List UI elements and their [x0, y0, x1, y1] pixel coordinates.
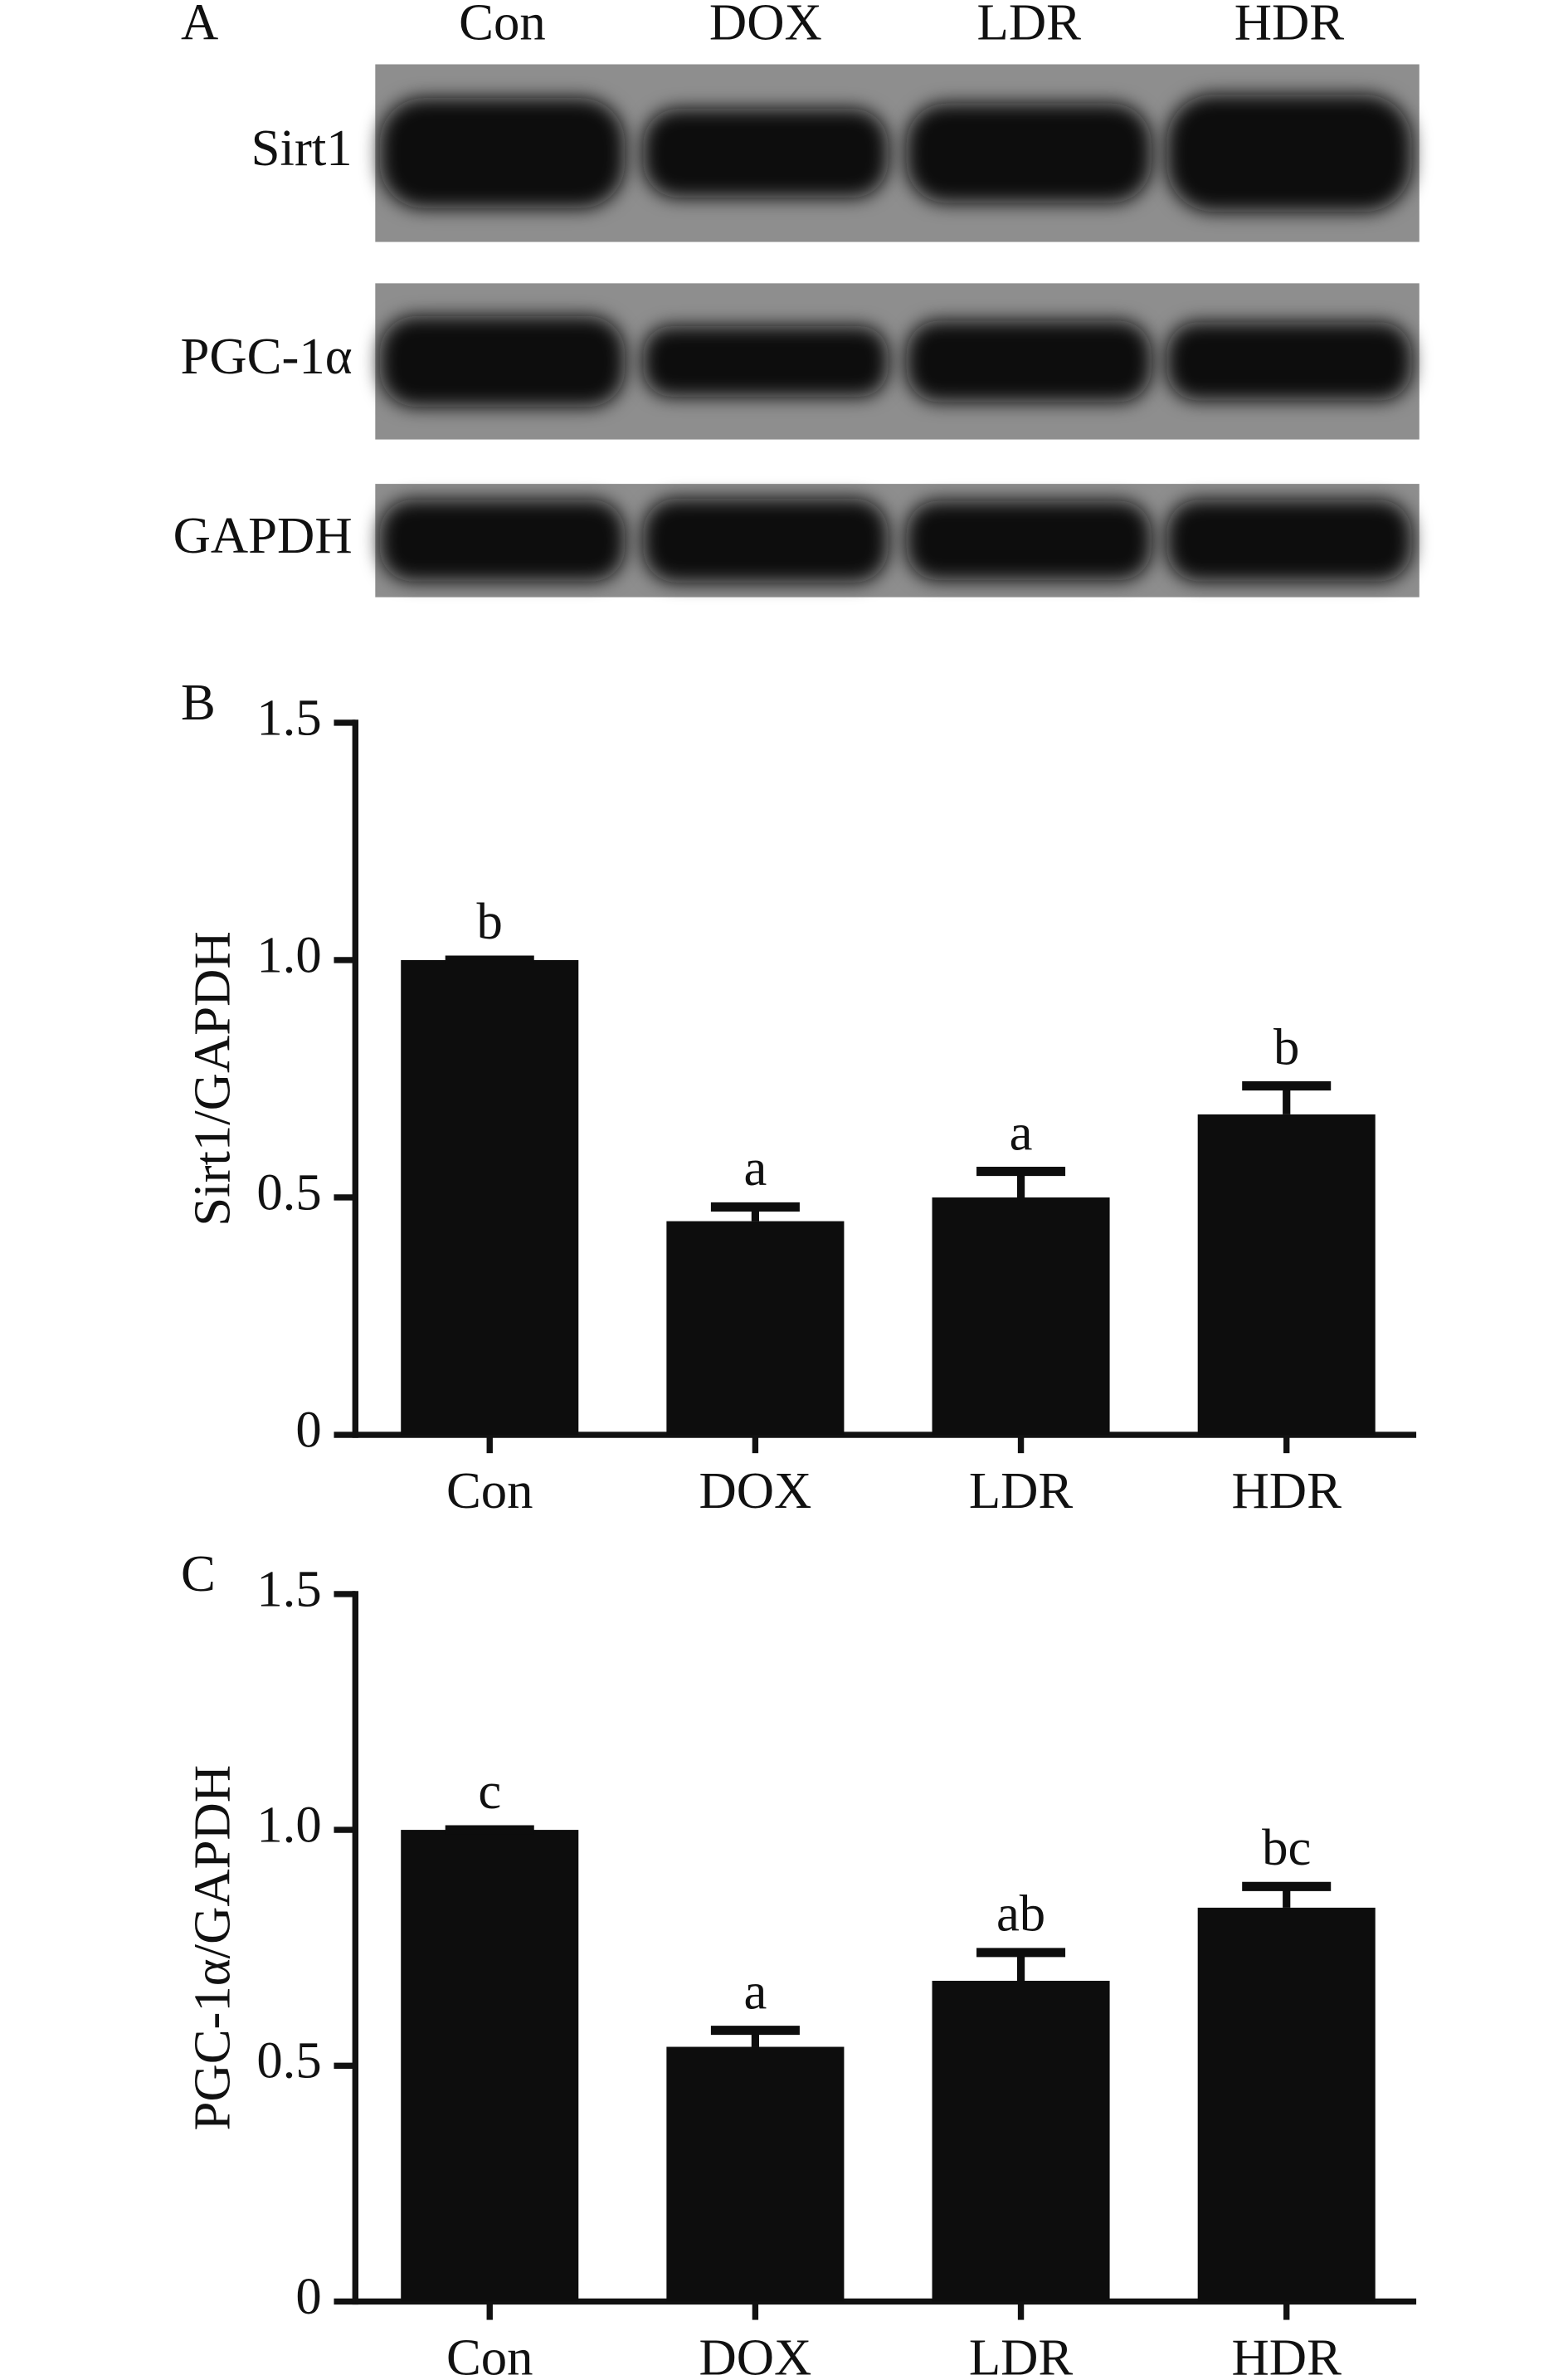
- blot-band: [1166, 500, 1412, 582]
- blot-band: [643, 109, 889, 198]
- lane-label: LDR: [977, 0, 1082, 51]
- panel-label: C: [181, 1544, 216, 1602]
- bar: [666, 2046, 845, 2302]
- significance-letter: b: [477, 892, 503, 950]
- x-tick-label: Con: [446, 1461, 533, 1519]
- blot-band: [906, 500, 1152, 581]
- significance-letter: ab: [996, 1885, 1045, 1943]
- y-tick-label: 0.5: [256, 2031, 321, 2090]
- row-label: PGC-1α: [181, 327, 353, 385]
- x-tick-label: HDR: [1231, 2329, 1342, 2375]
- bar: [401, 1830, 579, 2302]
- row-label: GAPDH: [173, 506, 353, 564]
- y-axis-label: PGC-1α/GAPDH: [183, 1765, 241, 2131]
- significance-letter: a: [743, 1139, 767, 1197]
- significance-letter: a: [1010, 1103, 1033, 1161]
- significance-letter: bc: [1262, 1818, 1311, 1876]
- blot-band: [379, 315, 626, 407]
- lane-label: HDR: [1234, 0, 1345, 51]
- lane-label: Con: [459, 0, 546, 51]
- blot-band: [379, 98, 626, 208]
- blot-band: [379, 500, 626, 582]
- bar: [666, 1221, 845, 1436]
- significance-letter: a: [743, 1962, 767, 2020]
- bar: [932, 1980, 1110, 2302]
- x-tick-label: DOX: [699, 2329, 811, 2375]
- panel-label: A: [181, 0, 218, 51]
- significance-letter: b: [1273, 1017, 1299, 1075]
- row-label: Sirt1: [251, 119, 353, 177]
- blot-band: [906, 320, 1152, 402]
- x-tick-label: Con: [446, 2329, 533, 2375]
- x-tick-label: DOX: [699, 1461, 811, 1519]
- x-tick-label: HDR: [1231, 1461, 1342, 1519]
- y-tick-label: 1.0: [256, 925, 321, 983]
- significance-letter: c: [478, 1762, 501, 1820]
- bar: [401, 959, 579, 1436]
- y-tick-label: 1.0: [256, 1795, 321, 1853]
- y-tick-label: 0.5: [256, 1163, 321, 1221]
- blot-band: [1166, 94, 1412, 212]
- y-tick-label: 0: [295, 1400, 321, 1458]
- x-tick-label: LDR: [969, 2329, 1074, 2375]
- bar: [932, 1197, 1110, 1436]
- blot-band: [643, 498, 889, 583]
- x-tick-label: LDR: [969, 1461, 1074, 1519]
- blot-band: [1166, 322, 1412, 401]
- blot-band: [643, 326, 889, 397]
- y-tick-label: 1.5: [256, 688, 321, 746]
- lane-label: DOX: [709, 0, 822, 51]
- y-tick-label: 0: [295, 2267, 321, 2325]
- bar: [1197, 1114, 1376, 1436]
- bar: [1197, 1907, 1376, 2302]
- blot-band: [906, 103, 1152, 203]
- panel-label: B: [181, 673, 216, 731]
- y-axis-label: Sirt1/GAPDH: [183, 931, 241, 1226]
- y-tick-label: 1.5: [256, 1559, 321, 1617]
